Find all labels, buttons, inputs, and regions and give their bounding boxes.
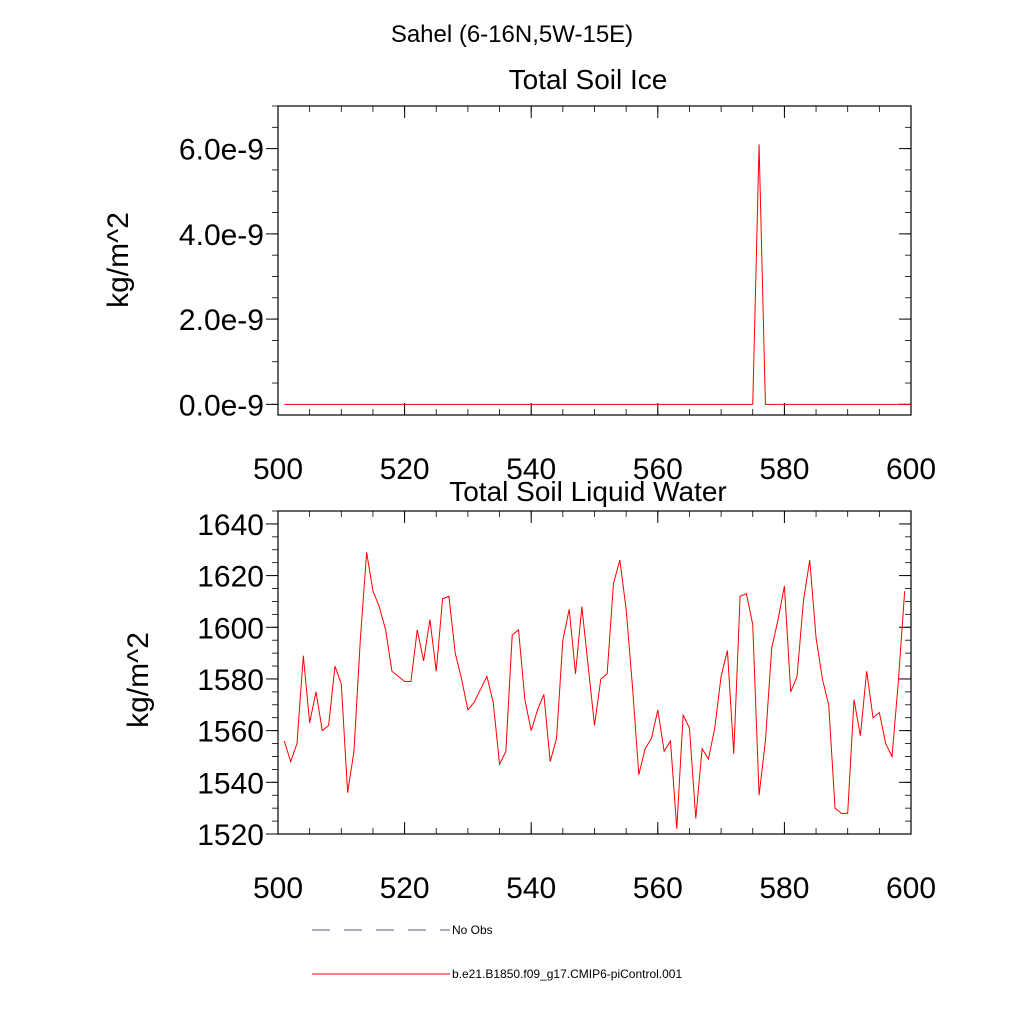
plot-frame <box>277 510 912 835</box>
plot-frame <box>277 105 912 416</box>
legend: No Obs b.e21.B1850.f09_g17.CMIP6-piContr… <box>312 923 682 981</box>
series-line <box>284 144 911 405</box>
y-tick-label: 2.0e-9 <box>179 304 264 337</box>
x-tick-label: 560 <box>633 872 683 905</box>
x-tick-label: 580 <box>759 453 809 486</box>
y-axis-label: kg/m^2 <box>102 212 135 308</box>
y-tick-label: 1620 <box>197 561 264 594</box>
x-tick-label: 500 <box>253 453 303 486</box>
x-tick-label: 520 <box>380 453 430 486</box>
y-tick-label: 6.0e-9 <box>179 134 264 167</box>
y-tick-labels: 1520 1540 1560 1580 1600 1620 1640 <box>197 509 264 852</box>
y-tick-label: 4.0e-9 <box>179 219 264 252</box>
y-tick-label: 1540 <box>197 767 264 800</box>
y-tick-label: 1560 <box>197 716 264 749</box>
legend-obs-label: No Obs <box>452 923 493 937</box>
x-tick-label: 520 <box>380 872 430 905</box>
x-tick-label: 560 <box>633 453 683 486</box>
x-tick-labels: 500 520 540 560 580 600 <box>253 453 936 486</box>
y-tick-labels: 0.0e-9 2.0e-9 4.0e-9 6.0e-9 <box>179 134 264 423</box>
x-tick-label: 600 <box>886 453 936 486</box>
chart-title: Total Soil Ice <box>509 64 668 95</box>
x-tick-label: 580 <box>759 872 809 905</box>
x-tick-labels: 500 520 540 560 580 600 <box>253 872 936 905</box>
series-lines <box>284 144 911 405</box>
series-line <box>283 552 906 829</box>
y-axis-label: kg/m^2 <box>122 632 155 728</box>
y-tick-label: 1600 <box>197 612 264 645</box>
y-tick-label: 1520 <box>197 819 264 852</box>
y-tick-label: 1580 <box>197 664 264 697</box>
chart-soil-ice: Total Soil Ice kg/m^2 500 520 540 560 580 600… <box>102 64 936 486</box>
x-tick-label: 600 <box>886 872 936 905</box>
x-tick-label: 540 <box>506 453 556 486</box>
axis-ticks <box>266 105 912 415</box>
chart-title: Total Soil Liquid Water <box>449 476 727 507</box>
legend-model-label: b.e21.B1850.f09_g17.CMIP6-piControl.001 <box>452 967 682 981</box>
y-tick-label: 0.0e-9 <box>179 389 264 422</box>
x-tick-label: 500 <box>253 872 303 905</box>
region-title: Sahel (6-16N,5W-15E) <box>391 21 633 48</box>
series-lines <box>283 552 906 829</box>
y-tick-label: 1640 <box>197 509 264 542</box>
x-tick-label: 540 <box>506 872 556 905</box>
chart-soil-liquid-water: Total Soil Liquid Water kg/m^2 500 520 540… <box>122 476 936 905</box>
